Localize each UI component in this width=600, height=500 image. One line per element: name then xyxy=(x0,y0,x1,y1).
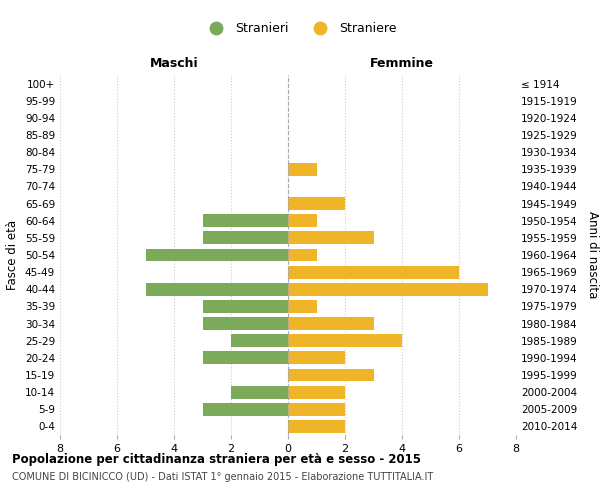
Bar xyxy=(231,334,288,347)
Bar xyxy=(288,368,373,382)
Bar xyxy=(231,386,288,398)
Bar xyxy=(288,317,373,330)
Bar xyxy=(288,283,487,296)
Bar xyxy=(288,232,373,244)
Bar xyxy=(203,214,288,227)
Bar xyxy=(288,334,402,347)
Bar xyxy=(288,403,345,415)
Bar xyxy=(203,403,288,415)
Text: Femmine: Femmine xyxy=(370,57,434,70)
Bar xyxy=(203,300,288,313)
Legend: Stranieri, Straniere: Stranieri, Straniere xyxy=(197,16,403,42)
Bar xyxy=(288,386,345,398)
Bar xyxy=(203,352,288,364)
Bar xyxy=(288,197,345,210)
Text: COMUNE DI BICINICCO (UD) - Dati ISTAT 1° gennaio 2015 - Elaborazione TUTTITALIA.: COMUNE DI BICINICCO (UD) - Dati ISTAT 1°… xyxy=(12,472,433,482)
Bar xyxy=(288,300,317,313)
Text: Popolazione per cittadinanza straniera per età e sesso - 2015: Popolazione per cittadinanza straniera p… xyxy=(12,452,421,466)
Bar xyxy=(288,248,317,262)
Y-axis label: Anni di nascita: Anni di nascita xyxy=(586,212,599,298)
Bar xyxy=(288,420,345,433)
Bar xyxy=(146,283,288,296)
Text: Maschi: Maschi xyxy=(149,57,199,70)
Bar xyxy=(288,352,345,364)
Bar xyxy=(203,232,288,244)
Bar xyxy=(146,248,288,262)
Bar xyxy=(288,214,317,227)
Bar xyxy=(203,317,288,330)
Bar xyxy=(288,266,459,278)
Bar xyxy=(288,163,317,175)
Y-axis label: Fasce di età: Fasce di età xyxy=(7,220,19,290)
